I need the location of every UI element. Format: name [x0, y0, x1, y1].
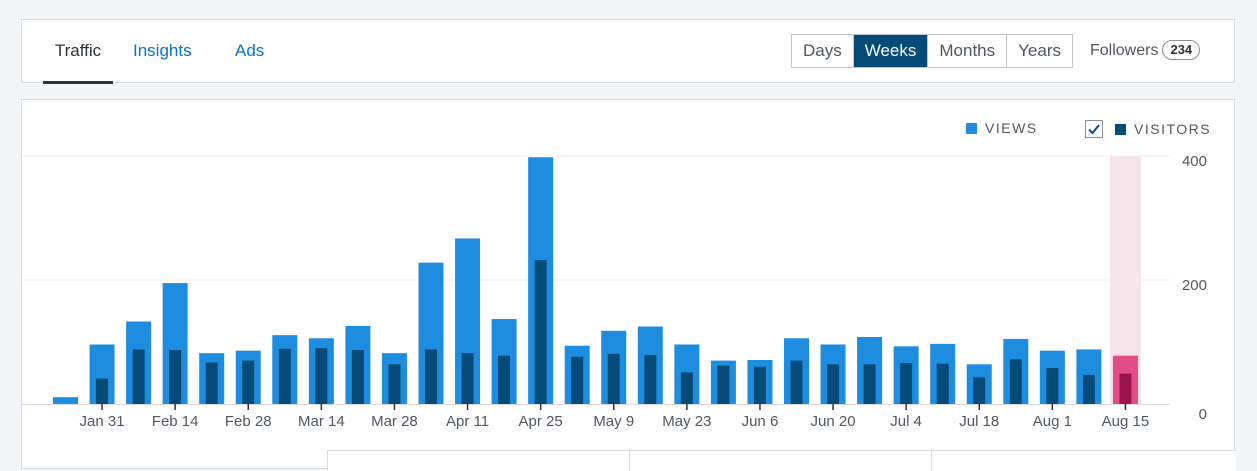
visitors-bar — [169, 350, 182, 404]
visitors-bar — [680, 372, 693, 404]
stats-nav-bar: Traffic Insights Ads Days Weeks Months Y… — [21, 19, 1235, 84]
x-tick-label: Mar 14 — [298, 413, 345, 430]
x-tick-label: Aug 1 — [1033, 413, 1072, 430]
visitors-bar — [790, 360, 803, 404]
visitors-bar — [753, 366, 766, 404]
x-tick-label: May 23 — [662, 413, 711, 430]
legend-visitors[interactable]: VISITORS — [1085, 120, 1211, 138]
chart-card: VIEWS VISITORS 0 200 400 Jan 31 Feb 14 Feb 28… — [21, 99, 1236, 471]
x-tick-label: Jul 4 — [890, 413, 922, 430]
x-tick-label: Feb 28 — [225, 413, 272, 430]
x-tick-label: Apr 25 — [519, 413, 563, 430]
followers-count-badge: 234 — [1162, 40, 1201, 60]
visitors-bar — [425, 349, 437, 404]
x-tick-label: Aug 15 — [1102, 413, 1150, 430]
visitors-bar — [900, 363, 913, 404]
summary-tabs-strip — [327, 450, 1236, 471]
period-selector: Days Weeks Months Years — [791, 34, 1073, 68]
x-tick-label: Jan 31 — [80, 413, 125, 430]
x-tick-label: Mar 28 — [371, 413, 418, 430]
visitors-bar — [351, 350, 364, 404]
legend-visitors-label: VISITORS — [1134, 121, 1212, 137]
visitors-swatch-icon — [1115, 123, 1126, 135]
x-tick-label: Apr 11 — [446, 413, 489, 430]
x-tick-label: Jun 6 — [742, 413, 779, 430]
views-swatch-icon — [966, 122, 977, 134]
y-tick-label: 400 — [1182, 153, 1207, 170]
followers-label: Followers — [1090, 42, 1159, 59]
x-tick-label: Jun 20 — [811, 413, 856, 430]
y-tick-label: 0 — [1199, 406, 1207, 423]
x-tick-label: May 9 — [593, 413, 634, 430]
visitors-bar — [607, 353, 620, 404]
visitors-bar — [205, 362, 218, 404]
period-weeks-button[interactable]: Weeks — [853, 35, 929, 67]
visitors-bar — [498, 355, 511, 404]
visitors-bar — [1119, 373, 1132, 404]
visitors-checkbox[interactable] — [1085, 120, 1103, 138]
visitors-bar — [973, 377, 986, 404]
visitors-bar — [534, 260, 547, 404]
period-days-button[interactable]: Days — [792, 35, 854, 67]
visitors-bar — [863, 364, 876, 404]
visitors-bar — [571, 356, 584, 404]
visitors-bar — [388, 364, 401, 404]
tab-insights[interactable]: Insights — [133, 41, 192, 60]
visitors-bar — [96, 378, 109, 404]
visitors-bar — [315, 348, 328, 404]
visitors-bar — [132, 349, 145, 404]
visitors-bar — [1046, 368, 1059, 404]
tab-ads[interactable]: Ads — [235, 41, 265, 60]
visitors-bar — [461, 353, 474, 404]
visitors-bar — [1009, 359, 1022, 404]
checkmark-icon — [1088, 124, 1100, 135]
period-months-button[interactable]: Months — [928, 35, 1008, 67]
visitors-bar — [278, 348, 291, 404]
traffic-bar-chart: 0 200 400 Jan 31 Feb 14 Feb 28 Mar 14 Mar 28 Apr… — [22, 153, 1207, 430]
views-bar — [53, 397, 78, 404]
period-years-button[interactable]: Years — [1018, 41, 1061, 60]
legend-views: VIEWS — [966, 120, 1038, 136]
x-tick-label: Feb 14 — [152, 413, 199, 430]
visitors-bar — [242, 360, 255, 404]
legend-views-label: VIEWS — [985, 120, 1038, 136]
visitors-bar — [1082, 374, 1095, 404]
tab-traffic[interactable]: Traffic — [43, 20, 113, 84]
visitors-bar — [827, 364, 840, 404]
visitors-bar — [936, 363, 949, 404]
y-tick-label: 200 — [1182, 277, 1207, 294]
x-tick-label: Jul 18 — [959, 413, 999, 430]
visitors-bar — [717, 365, 730, 404]
followers-link[interactable]: Followers 234 — [1090, 40, 1201, 60]
visitors-bar — [644, 355, 657, 404]
